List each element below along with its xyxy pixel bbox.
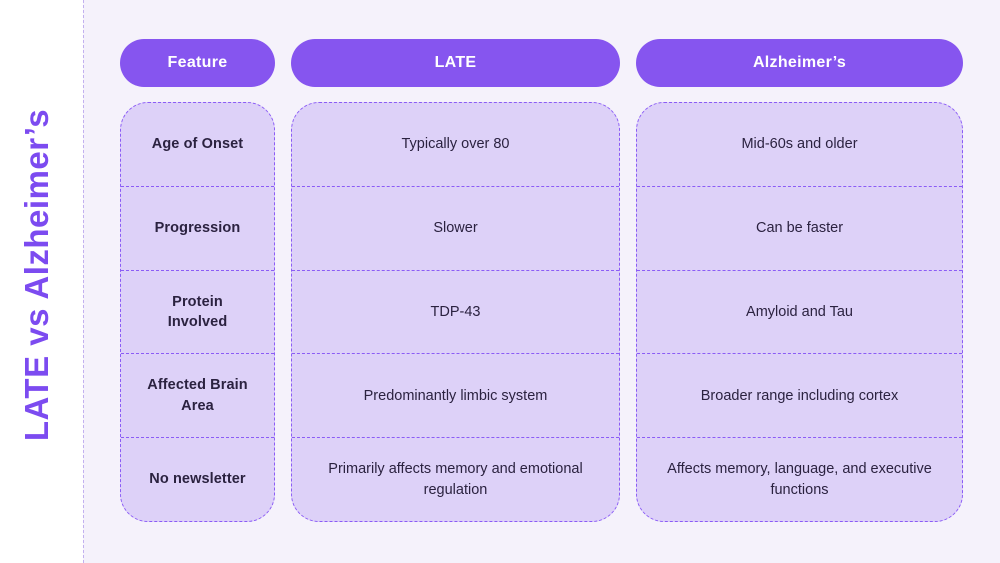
- alzheimers-cell-progression: Can be faster: [637, 185, 962, 270]
- late-cell-age-of-onset: Typically over 80: [401, 136, 510, 153]
- alzheimers-column-card: Mid-60s and older Can be faster Amyloid …: [636, 102, 963, 522]
- comparison-table: Feature LATE Alzheimer’s Age of Onset Pr…: [120, 39, 963, 522]
- left-title-strip: LATE vs Alzheimer’s: [0, 0, 83, 563]
- alzheimers-cell-affected-brain-area: Broader range including cortex: [637, 353, 962, 437]
- alzheimers-cell-protein-involved: Amyloid and Tau: [637, 269, 962, 354]
- column-header-label: Alzheimer’s: [752, 54, 847, 71]
- feature-cell-progression: Progression: [121, 185, 274, 270]
- late-cell-no-newsletter: Primarily affects memory and emotional r…: [292, 437, 619, 521]
- column-header-late: LATE: [291, 39, 620, 87]
- feature-cell-no-newsletter: No newsletter: [121, 437, 274, 521]
- column-header-feature: Feature: [120, 39, 275, 87]
- alzheimers-cell-age-of-onset: Mid-60s and older: [741, 136, 858, 153]
- feature-cell-age-of-onset: Age of Onset: [151, 136, 244, 153]
- feature-cell-protein-involved: Protein Involved: [121, 269, 274, 354]
- page-title: LATE vs Alzheimer’s: [18, 108, 55, 442]
- column-header-label: LATE: [434, 54, 477, 71]
- late-cell-progression: Slower: [292, 185, 619, 270]
- feature-column-card: Age of Onset Progression Protein Involve…: [120, 102, 275, 522]
- alzheimers-cell-no-newsletter: Affects memory, language, and executive …: [637, 437, 962, 521]
- feature-cell-affected-brain-area: Affected Brain Area: [121, 353, 274, 437]
- column-header-alzheimers: Alzheimer’s: [636, 39, 963, 87]
- late-cell-protein-involved: TDP-43: [292, 269, 619, 354]
- late-column-card: Typically over 80 Slower TDP-43 Predomin…: [291, 102, 620, 522]
- column-header-label: Feature: [167, 54, 228, 71]
- late-cell-affected-brain-area: Predominantly limbic system: [292, 353, 619, 437]
